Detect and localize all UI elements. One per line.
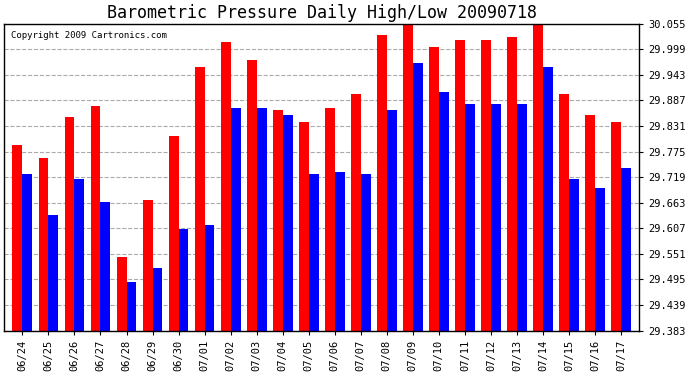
Bar [455, 40, 465, 330]
Bar [465, 104, 475, 330]
Bar [585, 115, 595, 330]
Bar [308, 174, 319, 330]
Bar [533, 19, 543, 330]
Bar [543, 67, 553, 330]
Bar [273, 111, 283, 330]
Bar [48, 216, 59, 330]
Bar [377, 35, 387, 330]
Bar [403, 21, 413, 330]
Title: Barometric Pressure Daily High/Low 20090718: Barometric Pressure Daily High/Low 20090… [107, 4, 537, 22]
Bar [387, 111, 397, 330]
Bar [126, 282, 137, 330]
Bar [195, 67, 205, 330]
Bar [90, 106, 101, 330]
Bar [299, 122, 308, 330]
Bar [491, 104, 501, 330]
Bar [39, 158, 48, 330]
Bar [595, 188, 605, 330]
Bar [439, 92, 449, 330]
Bar [335, 172, 344, 330]
Bar [351, 94, 361, 330]
Bar [168, 136, 179, 330]
Bar [152, 268, 162, 330]
Bar [247, 60, 257, 330]
Bar [481, 40, 491, 330]
Bar [517, 104, 527, 330]
Bar [12, 145, 22, 330]
Bar [101, 202, 110, 330]
Bar [429, 46, 439, 330]
Bar [361, 174, 371, 330]
Text: Copyright 2009 Cartronics.com: Copyright 2009 Cartronics.com [10, 32, 166, 40]
Bar [507, 38, 517, 330]
Bar [559, 94, 569, 330]
Bar [75, 179, 84, 330]
Bar [117, 256, 126, 330]
Bar [179, 229, 188, 330]
Bar [413, 63, 423, 330]
Bar [257, 108, 266, 330]
Bar [325, 108, 335, 330]
Bar [65, 117, 75, 330]
Bar [143, 200, 152, 330]
Bar [621, 168, 631, 330]
Bar [611, 122, 621, 330]
Bar [22, 174, 32, 330]
Bar [283, 115, 293, 330]
Bar [569, 179, 579, 330]
Bar [230, 108, 241, 330]
Bar [205, 225, 215, 330]
Bar [221, 42, 230, 330]
